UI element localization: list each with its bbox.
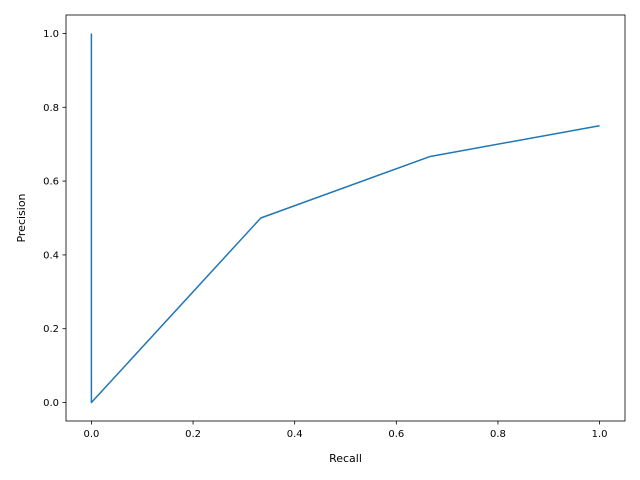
line-series bbox=[90, 33, 600, 404]
plot-frame bbox=[65, 14, 626, 422]
y-tick-label: 0.8 bbox=[43, 103, 59, 114]
y-tick-label: 0.0 bbox=[43, 398, 59, 409]
x-tick-label: 0.2 bbox=[185, 429, 201, 440]
y-tick-label: 0.2 bbox=[43, 324, 59, 335]
x-tick-label: 0.0 bbox=[83, 429, 99, 440]
x-axis-label: Recall bbox=[329, 452, 362, 465]
x-tick-label: 0.6 bbox=[388, 429, 404, 440]
y-tick-label: 0.6 bbox=[43, 177, 59, 188]
y-tick-label: 0.4 bbox=[43, 250, 59, 261]
x-tick-label: 0.8 bbox=[490, 429, 506, 440]
y-axis-label: Precision bbox=[15, 193, 28, 242]
y-tick-label: 1.0 bbox=[43, 29, 59, 40]
x-tick-label: 0.4 bbox=[287, 429, 303, 440]
x-tick-label: 1.0 bbox=[592, 429, 608, 440]
